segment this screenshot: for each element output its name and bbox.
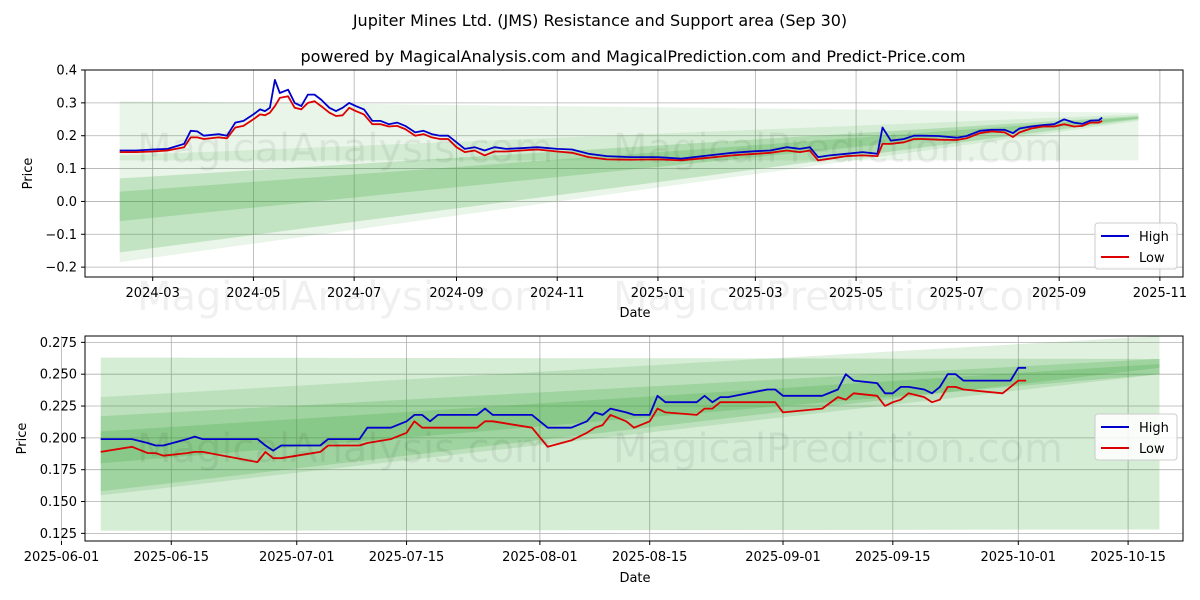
x-tick-label: 2025-05 xyxy=(829,286,883,301)
legend: High Low xyxy=(1094,413,1178,461)
watermark-prediction-top: MagicalPrediction.com xyxy=(613,126,1063,172)
series-low-line xyxy=(119,95,1103,162)
watermark-prediction-mid: MagicalPrediction.com xyxy=(613,274,1063,320)
watermark-analysis-bottom: MagicalAnalysis.com xyxy=(137,426,553,472)
legend-label-high: High xyxy=(1139,230,1169,245)
x-tick-label: 2025-09 xyxy=(1032,286,1086,301)
x-tick-label: 2025-07 xyxy=(930,286,984,301)
x-tick-label: 2025-09-01 xyxy=(745,550,821,565)
y-tick-label: 0.175 xyxy=(40,463,77,478)
series-high-line xyxy=(119,79,1103,160)
legend-label-low: Low xyxy=(1139,251,1165,266)
x-tick-label: 2025-11 xyxy=(1133,286,1187,301)
y-tick-label: −0.2 xyxy=(45,261,77,276)
x-axis-label: Date xyxy=(619,571,650,586)
x-tick-label: 2025-09-15 xyxy=(855,550,931,565)
support-resistance-band xyxy=(119,101,1139,161)
x-tick-label: 2025-03 xyxy=(728,286,782,301)
top-chart: 2024-03 2024-05 2024-07 2024-09 2024-11 2025-… xyxy=(21,64,1187,322)
legend-label-high: High xyxy=(1139,421,1169,436)
y-tick-label: 0.250 xyxy=(40,368,77,383)
support-resistance-band xyxy=(119,114,1139,263)
watermark-prediction-bottom: MagicalPrediction.com xyxy=(613,426,1063,472)
chart-title: Jupiter Mines Ltd. (JMS) Resistance and … xyxy=(352,11,847,30)
x-tick-label: 2025-01 xyxy=(631,286,685,301)
y-tick-label: 0.275 xyxy=(40,336,77,351)
y-axis-label: Price xyxy=(15,423,30,455)
support-resistance-band xyxy=(119,116,1139,253)
y-tick-label: 0.200 xyxy=(40,431,77,446)
legend: High Low xyxy=(1094,222,1178,270)
x-tick-label: 2024-03 xyxy=(126,286,180,301)
y-tick-label: 0.150 xyxy=(40,495,77,510)
x-tick-label: 2024-07 xyxy=(327,286,381,301)
y-tick-label: 0.2 xyxy=(56,129,77,144)
x-tick-label: 2024-05 xyxy=(226,286,280,301)
y-axis-label: Price xyxy=(21,158,36,190)
x-tick-label: 2024-09 xyxy=(429,286,483,301)
plot-frame xyxy=(84,69,1184,278)
x-tick-label: 2025-08-01 xyxy=(502,550,578,565)
series-high-line xyxy=(100,366,1027,452)
y-tick-label: 0.4 xyxy=(56,64,77,79)
x-tick-label: 2025-07-01 xyxy=(259,550,335,565)
x-axis-label: Date xyxy=(619,306,650,321)
x-tick-label: 2025-10-15 xyxy=(1090,550,1166,565)
legend-label-low: Low xyxy=(1139,442,1165,457)
x-tick-label: 2025-10-01 xyxy=(981,550,1057,565)
support-resistance-band xyxy=(100,336,1160,496)
bottom-chart: 2025-06-01 2025-06-15 2025-07-01 2025-07-15… xyxy=(15,335,1184,586)
x-tick-label: 2025-08-15 xyxy=(612,550,688,565)
x-tick-label: 2025-07-15 xyxy=(369,550,445,565)
watermark-analysis-mid: MagicalAnalysis.com xyxy=(137,274,553,320)
y-tick-label: 0.225 xyxy=(40,400,77,415)
plot-frame xyxy=(84,335,1184,542)
x-tick-label: 2025-06-15 xyxy=(133,550,209,565)
x-tick-label: 2024-11 xyxy=(530,286,584,301)
y-tick-label: 0.3 xyxy=(56,96,77,111)
series-low-line xyxy=(100,379,1027,463)
y-tick-label: −0.1 xyxy=(45,228,77,243)
y-tick-label: 0.125 xyxy=(40,527,77,542)
watermark-analysis-top: MagicalAnalysis.com xyxy=(137,126,553,172)
y-tick-label: 0.1 xyxy=(56,162,77,177)
chart-subtitle: powered by MagicalAnalysis.com and Magic… xyxy=(300,47,965,66)
x-tick-label: 2025-06-01 xyxy=(24,550,100,565)
y-tick-label: 0.0 xyxy=(56,195,77,210)
